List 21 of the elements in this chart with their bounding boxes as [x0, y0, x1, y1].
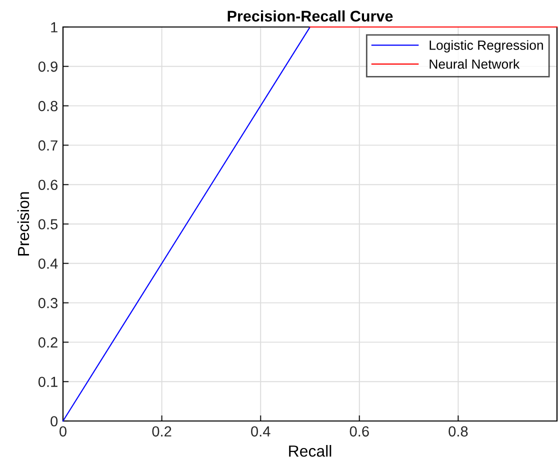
legend-label: Logistic Regression [430, 40, 543, 52]
x-axis-title: Recall [289, 445, 332, 457]
x-tick-label: 0 [60, 426, 66, 437]
y-tick-label: 0.3 [38, 298, 58, 308]
chart-title: Precision-Recall Curve [228, 10, 393, 22]
y-tick-label: 0.6 [38, 180, 58, 190]
y-tick-label: 0 [50, 416, 58, 426]
y-axis-title: Precision [17, 192, 30, 256]
legend-label: Neural Network [430, 59, 520, 69]
y-tick-label: 0.5 [38, 219, 58, 230]
x-tick-label: 0.2 [152, 426, 172, 437]
y-tick-label: 0.9 [38, 62, 58, 72]
x-tick-label: 0.8 [448, 426, 468, 437]
x-tick-label: 0.6 [350, 426, 369, 437]
x-tick-label: 0.4 [251, 426, 270, 437]
y-tick-label: 0.8 [38, 100, 58, 112]
y-tick-label: 1 [51, 22, 58, 32]
y-tick-label: 0.4 [38, 258, 58, 269]
y-tick-label: 0.1 [38, 376, 58, 388]
y-tick-label: 0.7 [38, 140, 58, 151]
y-tick-label: 0.2 [38, 337, 58, 348]
